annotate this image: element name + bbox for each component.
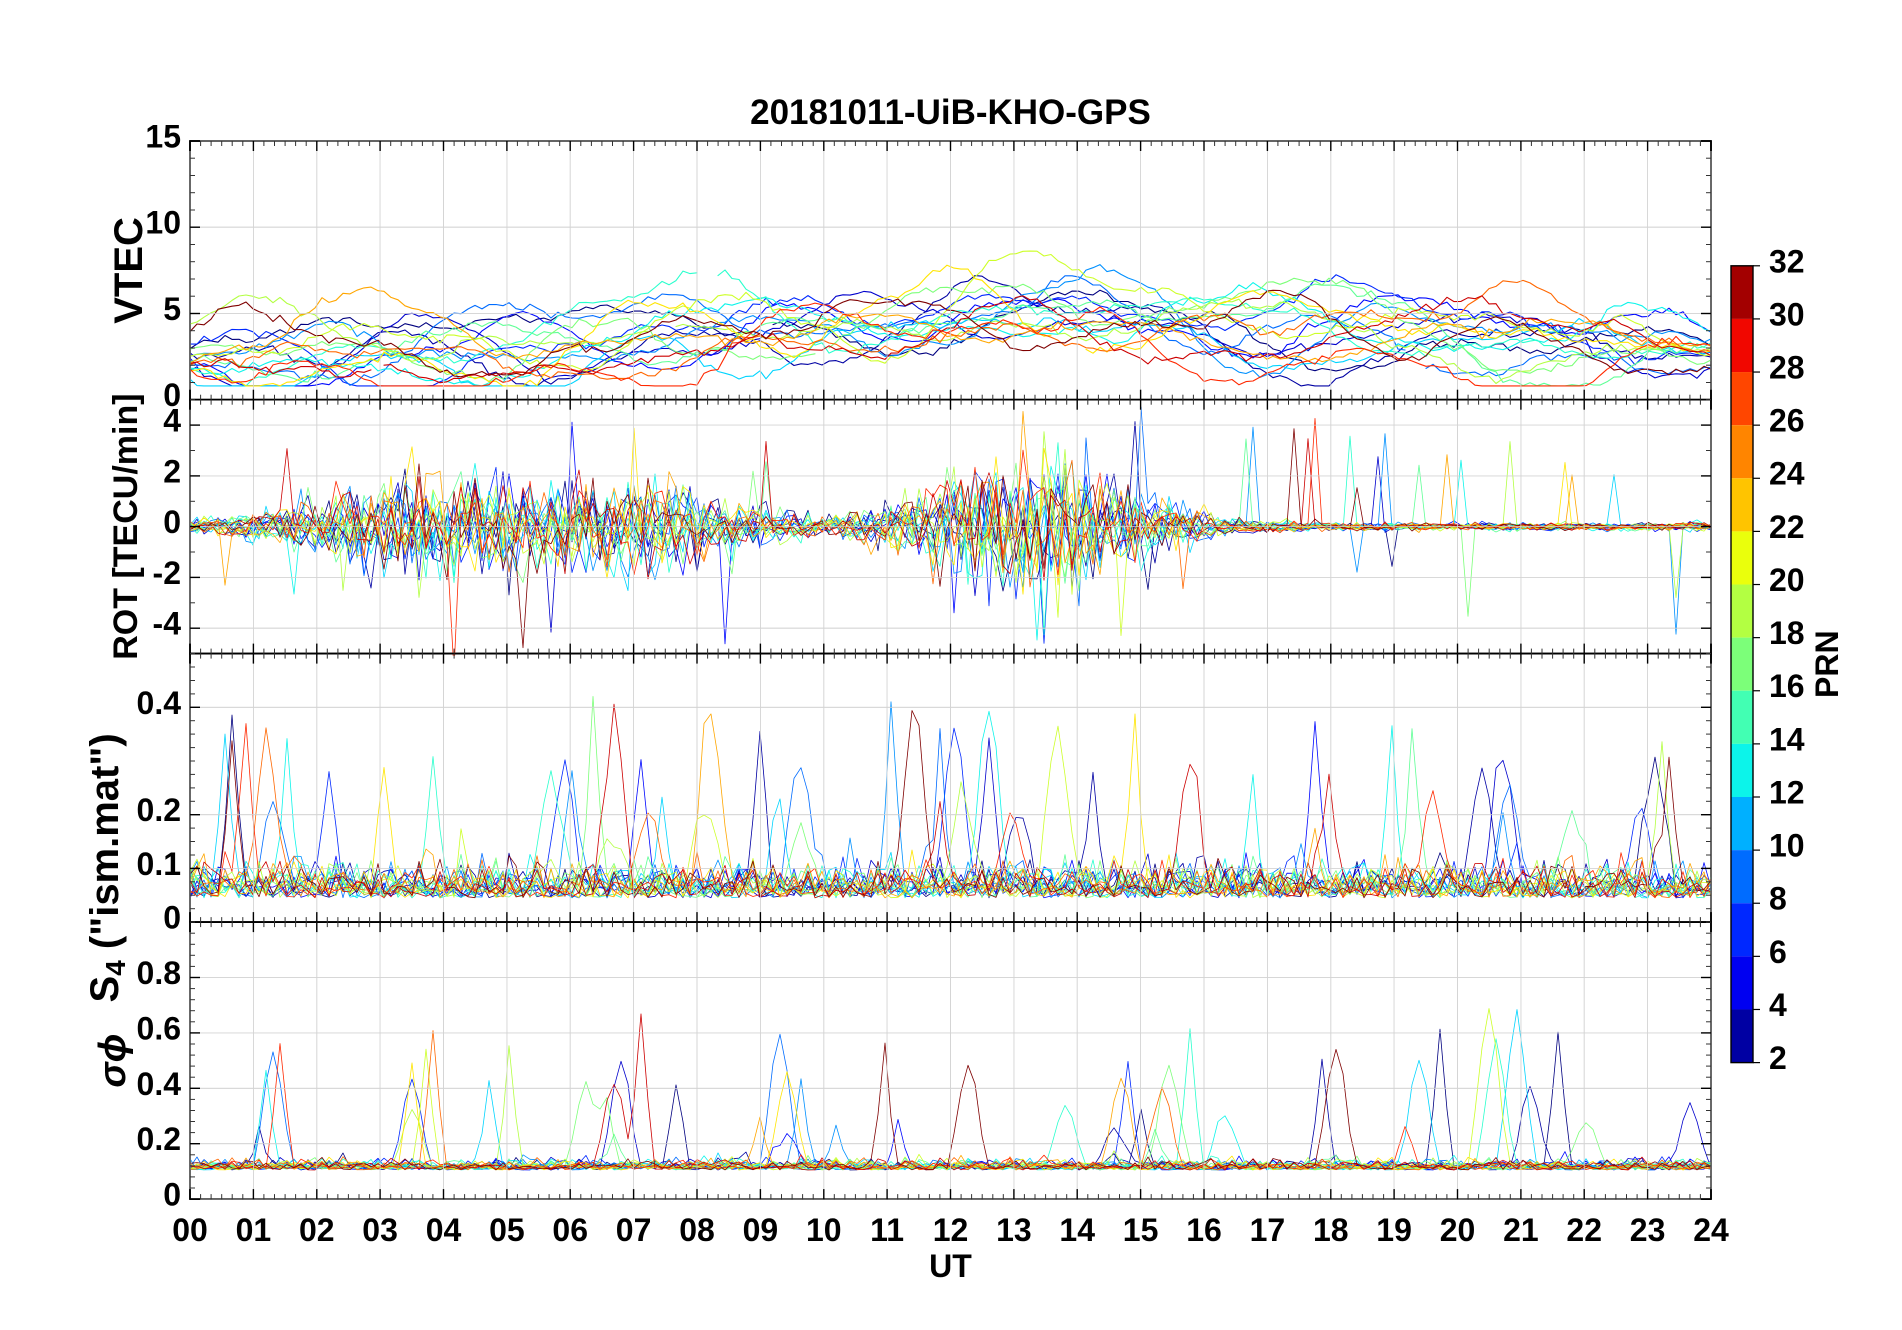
svg-text:VTEC: VTEC: [107, 217, 151, 324]
svg-text:24: 24: [1769, 456, 1805, 492]
svg-text:18: 18: [1769, 615, 1805, 651]
svg-text:0: 0: [163, 1177, 181, 1213]
svg-text:2: 2: [163, 453, 181, 489]
svg-text:08: 08: [679, 1212, 715, 1248]
svg-text:07: 07: [616, 1212, 652, 1248]
svg-text:17: 17: [1250, 1212, 1286, 1248]
svg-text:03: 03: [362, 1212, 398, 1248]
svg-text:24: 24: [1693, 1212, 1729, 1248]
svg-text:8: 8: [1769, 881, 1787, 917]
svg-text:15: 15: [1123, 1212, 1159, 1248]
svg-text:00: 00: [172, 1212, 208, 1248]
svg-text:32: 32: [1769, 243, 1805, 279]
svg-text:0: 0: [163, 504, 181, 540]
svg-text:06: 06: [552, 1212, 588, 1248]
svg-text:4: 4: [1769, 987, 1787, 1023]
svg-text:09: 09: [743, 1212, 779, 1248]
svg-text:22: 22: [1769, 509, 1805, 545]
svg-text:20: 20: [1769, 562, 1805, 598]
svg-text:11: 11: [870, 1212, 904, 1248]
svg-text:12: 12: [1769, 774, 1805, 810]
svg-text:14: 14: [1769, 721, 1805, 757]
svg-text:0.2: 0.2: [137, 792, 181, 828]
svg-text:16: 16: [1186, 1212, 1222, 1248]
svg-text:5: 5: [163, 291, 181, 327]
svg-text:20: 20: [1440, 1212, 1476, 1248]
svg-text:10: 10: [1769, 828, 1805, 864]
svg-text:21: 21: [1503, 1212, 1539, 1248]
svg-text:12: 12: [933, 1212, 969, 1248]
svg-text:20181011-UiB-KHO-GPS: 20181011-UiB-KHO-GPS: [750, 93, 1151, 132]
svg-text:16: 16: [1769, 668, 1805, 704]
svg-text:0.2: 0.2: [137, 1121, 181, 1157]
svg-text:23: 23: [1630, 1212, 1666, 1248]
svg-text:-4: -4: [153, 606, 182, 642]
svg-text:01: 01: [236, 1212, 272, 1248]
svg-text:18: 18: [1313, 1212, 1349, 1248]
svg-text:σϕ: σϕ: [92, 1034, 134, 1088]
svg-text:4: 4: [163, 403, 181, 439]
svg-text:0: 0: [163, 900, 181, 936]
svg-text:28: 28: [1769, 349, 1805, 385]
svg-text:-2: -2: [153, 555, 181, 591]
svg-text:2: 2: [1769, 1040, 1787, 1076]
svg-text:22: 22: [1566, 1212, 1602, 1248]
svg-text:13: 13: [996, 1212, 1032, 1248]
svg-text:0.4: 0.4: [137, 685, 182, 721]
svg-text:02: 02: [299, 1212, 335, 1248]
svg-text:04: 04: [426, 1212, 462, 1248]
svg-text:30: 30: [1769, 296, 1805, 332]
svg-text:0.6: 0.6: [137, 1010, 181, 1046]
svg-text:19: 19: [1376, 1212, 1412, 1248]
svg-text:UT: UT: [929, 1248, 972, 1284]
svg-text:26: 26: [1769, 403, 1805, 439]
svg-text:0.8: 0.8: [137, 955, 181, 991]
svg-text:PRN: PRN: [1809, 630, 1845, 698]
svg-text:0.4: 0.4: [137, 1066, 182, 1102]
svg-text:15: 15: [145, 118, 181, 154]
svg-text:ROT [TECU/min]: ROT [TECU/min]: [107, 393, 145, 659]
svg-text:14: 14: [1059, 1212, 1095, 1248]
svg-text:10: 10: [806, 1212, 842, 1248]
svg-text:0.1: 0.1: [137, 846, 181, 882]
svg-text:05: 05: [489, 1212, 525, 1248]
svg-text:6: 6: [1769, 934, 1787, 970]
